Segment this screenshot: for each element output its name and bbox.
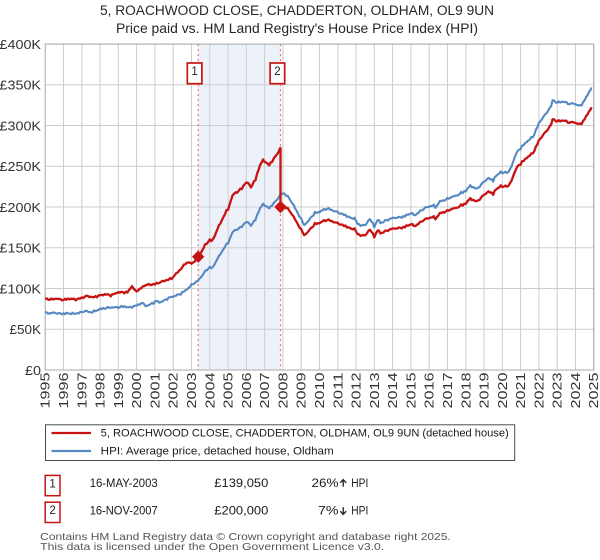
svg-text:1: 1 (49, 478, 55, 490)
svg-text:2023: 2023 (550, 373, 565, 409)
svg-text:£100K: £100K (0, 281, 41, 296)
svg-text:£250K: £250K (0, 159, 41, 174)
svg-text:2015: 2015 (403, 373, 418, 409)
svg-text:2009: 2009 (294, 373, 309, 409)
svg-text:2002: 2002 (166, 373, 181, 409)
svg-text:HPI: HPI (351, 506, 368, 518)
svg-text:Contains HM Land Registry data: Contains HM Land Registry data © Crown c… (40, 531, 451, 543)
svg-text:£50K: £50K (10, 322, 42, 337)
svg-text:7%: 7% (318, 506, 339, 518)
svg-text:2016: 2016 (422, 373, 437, 409)
svg-text:1995: 1995 (38, 373, 53, 409)
svg-text:2007: 2007 (257, 373, 272, 409)
svg-text:2020: 2020 (495, 373, 510, 409)
svg-text:2019: 2019 (477, 373, 492, 409)
svg-text:5, ROACHWOOD CLOSE, CHADDERTON: 5, ROACHWOOD CLOSE, CHADDERTON, OLDHAM, … (101, 428, 509, 440)
svg-text:2013: 2013 (367, 373, 382, 409)
svg-text:1999: 1999 (111, 373, 126, 409)
svg-text:HPI: Average price, detached h: HPI: Average price, detached house, Oldh… (101, 446, 334, 458)
svg-text:£200,000: £200,000 (214, 506, 268, 518)
svg-text:£300K: £300K (0, 118, 41, 133)
svg-text:£200K: £200K (0, 200, 41, 215)
svg-text:2024: 2024 (568, 373, 583, 409)
svg-text:2: 2 (274, 66, 280, 78)
svg-text:2: 2 (49, 505, 55, 517)
svg-text:This data is licensed under th: This data is licensed under the Open Gov… (40, 541, 384, 553)
svg-text:£139,050: £139,050 (214, 478, 268, 490)
svg-text:£350K: £350K (0, 78, 41, 93)
svg-text:2012: 2012 (349, 373, 364, 409)
svg-text:2022: 2022 (531, 373, 546, 409)
svg-text:2010: 2010 (312, 373, 327, 409)
svg-text:2006: 2006 (239, 373, 254, 409)
svg-text:2005: 2005 (221, 373, 236, 409)
svg-text:2000: 2000 (129, 373, 144, 409)
svg-text:2017: 2017 (440, 373, 455, 409)
svg-text:2014: 2014 (385, 373, 400, 409)
svg-text:5, ROACHWOOD CLOSE, CHADDERTON: 5, ROACHWOOD CLOSE, CHADDERTON, OLDHAM, … (100, 3, 494, 18)
svg-text:1998: 1998 (93, 373, 108, 409)
svg-text:1996: 1996 (56, 373, 71, 409)
svg-text:2008: 2008 (275, 373, 290, 409)
svg-text:16-NOV-2007: 16-NOV-2007 (90, 506, 158, 518)
svg-text:£400K: £400K (0, 37, 41, 52)
svg-text:HPI: HPI (351, 478, 368, 490)
svg-text:1: 1 (191, 66, 197, 78)
svg-text:£150K: £150K (0, 241, 41, 256)
svg-text:2004: 2004 (202, 373, 217, 409)
svg-text:2018: 2018 (458, 373, 473, 409)
svg-text:2021: 2021 (513, 373, 528, 409)
svg-text:Price paid vs. HM Land Registr: Price paid vs. HM Land Registry's House … (116, 21, 478, 36)
svg-text:26%: 26% (312, 478, 339, 490)
svg-text:2001: 2001 (147, 373, 162, 409)
svg-text:£0: £0 (25, 363, 41, 378)
svg-text:16-MAY-2003: 16-MAY-2003 (90, 478, 158, 490)
svg-text:2011: 2011 (330, 373, 345, 409)
svg-text:2025: 2025 (586, 373, 600, 409)
svg-text:1997: 1997 (74, 373, 89, 409)
svg-text:2003: 2003 (184, 373, 199, 409)
